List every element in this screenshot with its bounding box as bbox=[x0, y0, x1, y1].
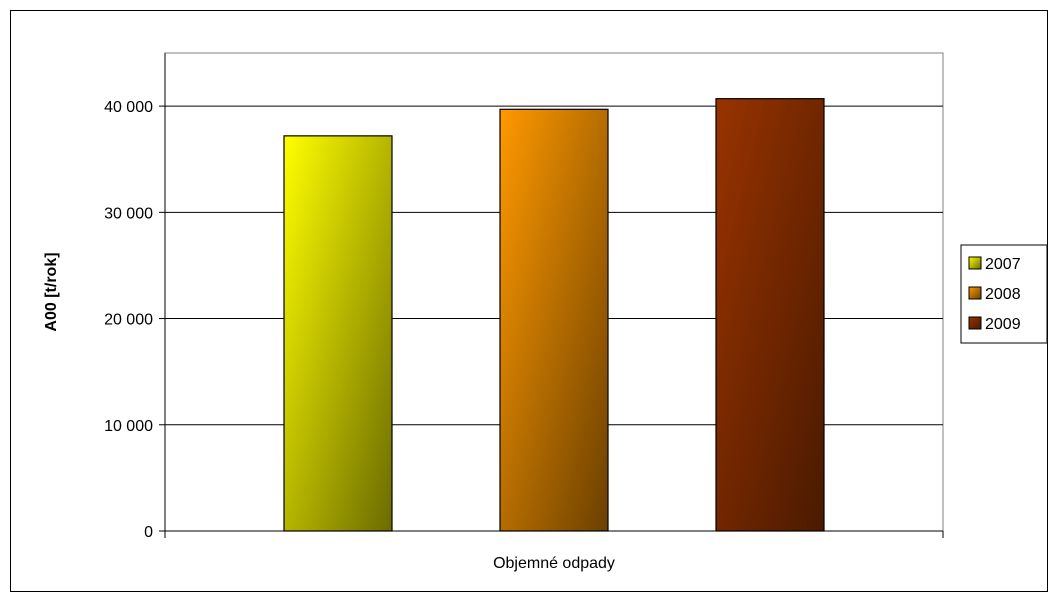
y-tick-label: 10 000 bbox=[104, 418, 153, 435]
bars bbox=[283, 98, 825, 532]
y-tick-label: 0 bbox=[144, 524, 153, 541]
bar-chart: 0 10 000 20 000 30 000 40 000 Objemné odpady… bbox=[43, 52, 1047, 572]
chart-frame: 0 10 000 20 000 30 000 40 000 Objemné odpady… bbox=[10, 10, 1048, 592]
x-category-label: Objemné odpady bbox=[493, 555, 615, 572]
legend-swatch-2008 bbox=[968, 286, 982, 300]
legend-swatch-2009 bbox=[968, 316, 982, 330]
y-tick-label: 30 000 bbox=[104, 205, 153, 222]
legend-label-2009: 2009 bbox=[985, 316, 1021, 333]
legend: 2007 2008 2009 bbox=[960, 244, 1047, 344]
bar-2009 bbox=[715, 98, 825, 532]
bar-2008 bbox=[499, 108, 609, 532]
legend-swatch-2007 bbox=[968, 256, 982, 270]
legend-label-2007: 2007 bbox=[985, 256, 1021, 273]
legend-label-2008: 2008 bbox=[985, 286, 1021, 303]
y-tick-label: 20 000 bbox=[104, 312, 153, 329]
y-axis-ticks: 0 10 000 20 000 30 000 40 000 bbox=[104, 99, 165, 541]
bar-2007 bbox=[283, 135, 393, 532]
y-tick-label: 40 000 bbox=[104, 99, 153, 116]
y-axis-title: A00 [t/rok] bbox=[43, 252, 60, 331]
